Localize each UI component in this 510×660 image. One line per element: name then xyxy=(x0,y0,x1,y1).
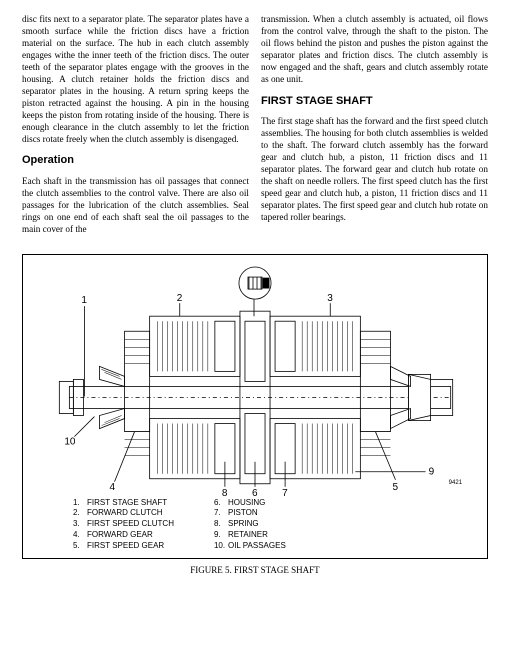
label-5: 5 xyxy=(392,481,398,492)
left-para-2: Each shaft in the transmission has oil p… xyxy=(22,176,249,236)
label-4: 4 xyxy=(110,481,116,492)
figure-caption: FIGURE 5. FIRST STAGE SHAFT xyxy=(22,565,488,577)
legend-right-col: 6.HOUSING 7.PISTON 8.SPRING 9.RETAINER 1… xyxy=(214,498,286,552)
first-stage-heading: FIRST STAGE SHAFT xyxy=(261,94,488,108)
right-column: transmission. When a clutch assembly is … xyxy=(261,14,488,244)
label-2: 2 xyxy=(177,293,183,304)
label-10: 10 xyxy=(64,436,76,447)
right-para-1: transmission. When a clutch assembly is … xyxy=(261,14,488,86)
operation-heading: Operation xyxy=(22,153,249,167)
label-9: 9 xyxy=(429,466,435,477)
figure-legend: 1.FIRST STAGE SHAFT 2.FORWARD CLUTCH 3.F… xyxy=(73,498,286,552)
label-1: 1 xyxy=(81,295,87,306)
text-columns: disc fits next to a separator plate. The… xyxy=(22,14,488,244)
left-column: disc fits next to a separator plate. The… xyxy=(22,14,249,244)
label-3: 3 xyxy=(327,293,333,304)
left-para-1: disc fits next to a separator plate. The… xyxy=(22,14,249,145)
legend-left-col: 1.FIRST STAGE SHAFT 2.FORWARD CLUTCH 3.F… xyxy=(73,498,174,552)
figure-note: 9421 xyxy=(449,479,463,485)
right-para-2: The first stage shaft has the forward an… xyxy=(261,116,488,224)
figure-frame: 1 2 3 4 5 7 6 8 9 10 9421 1.FIRST STAGE … xyxy=(22,254,488,559)
